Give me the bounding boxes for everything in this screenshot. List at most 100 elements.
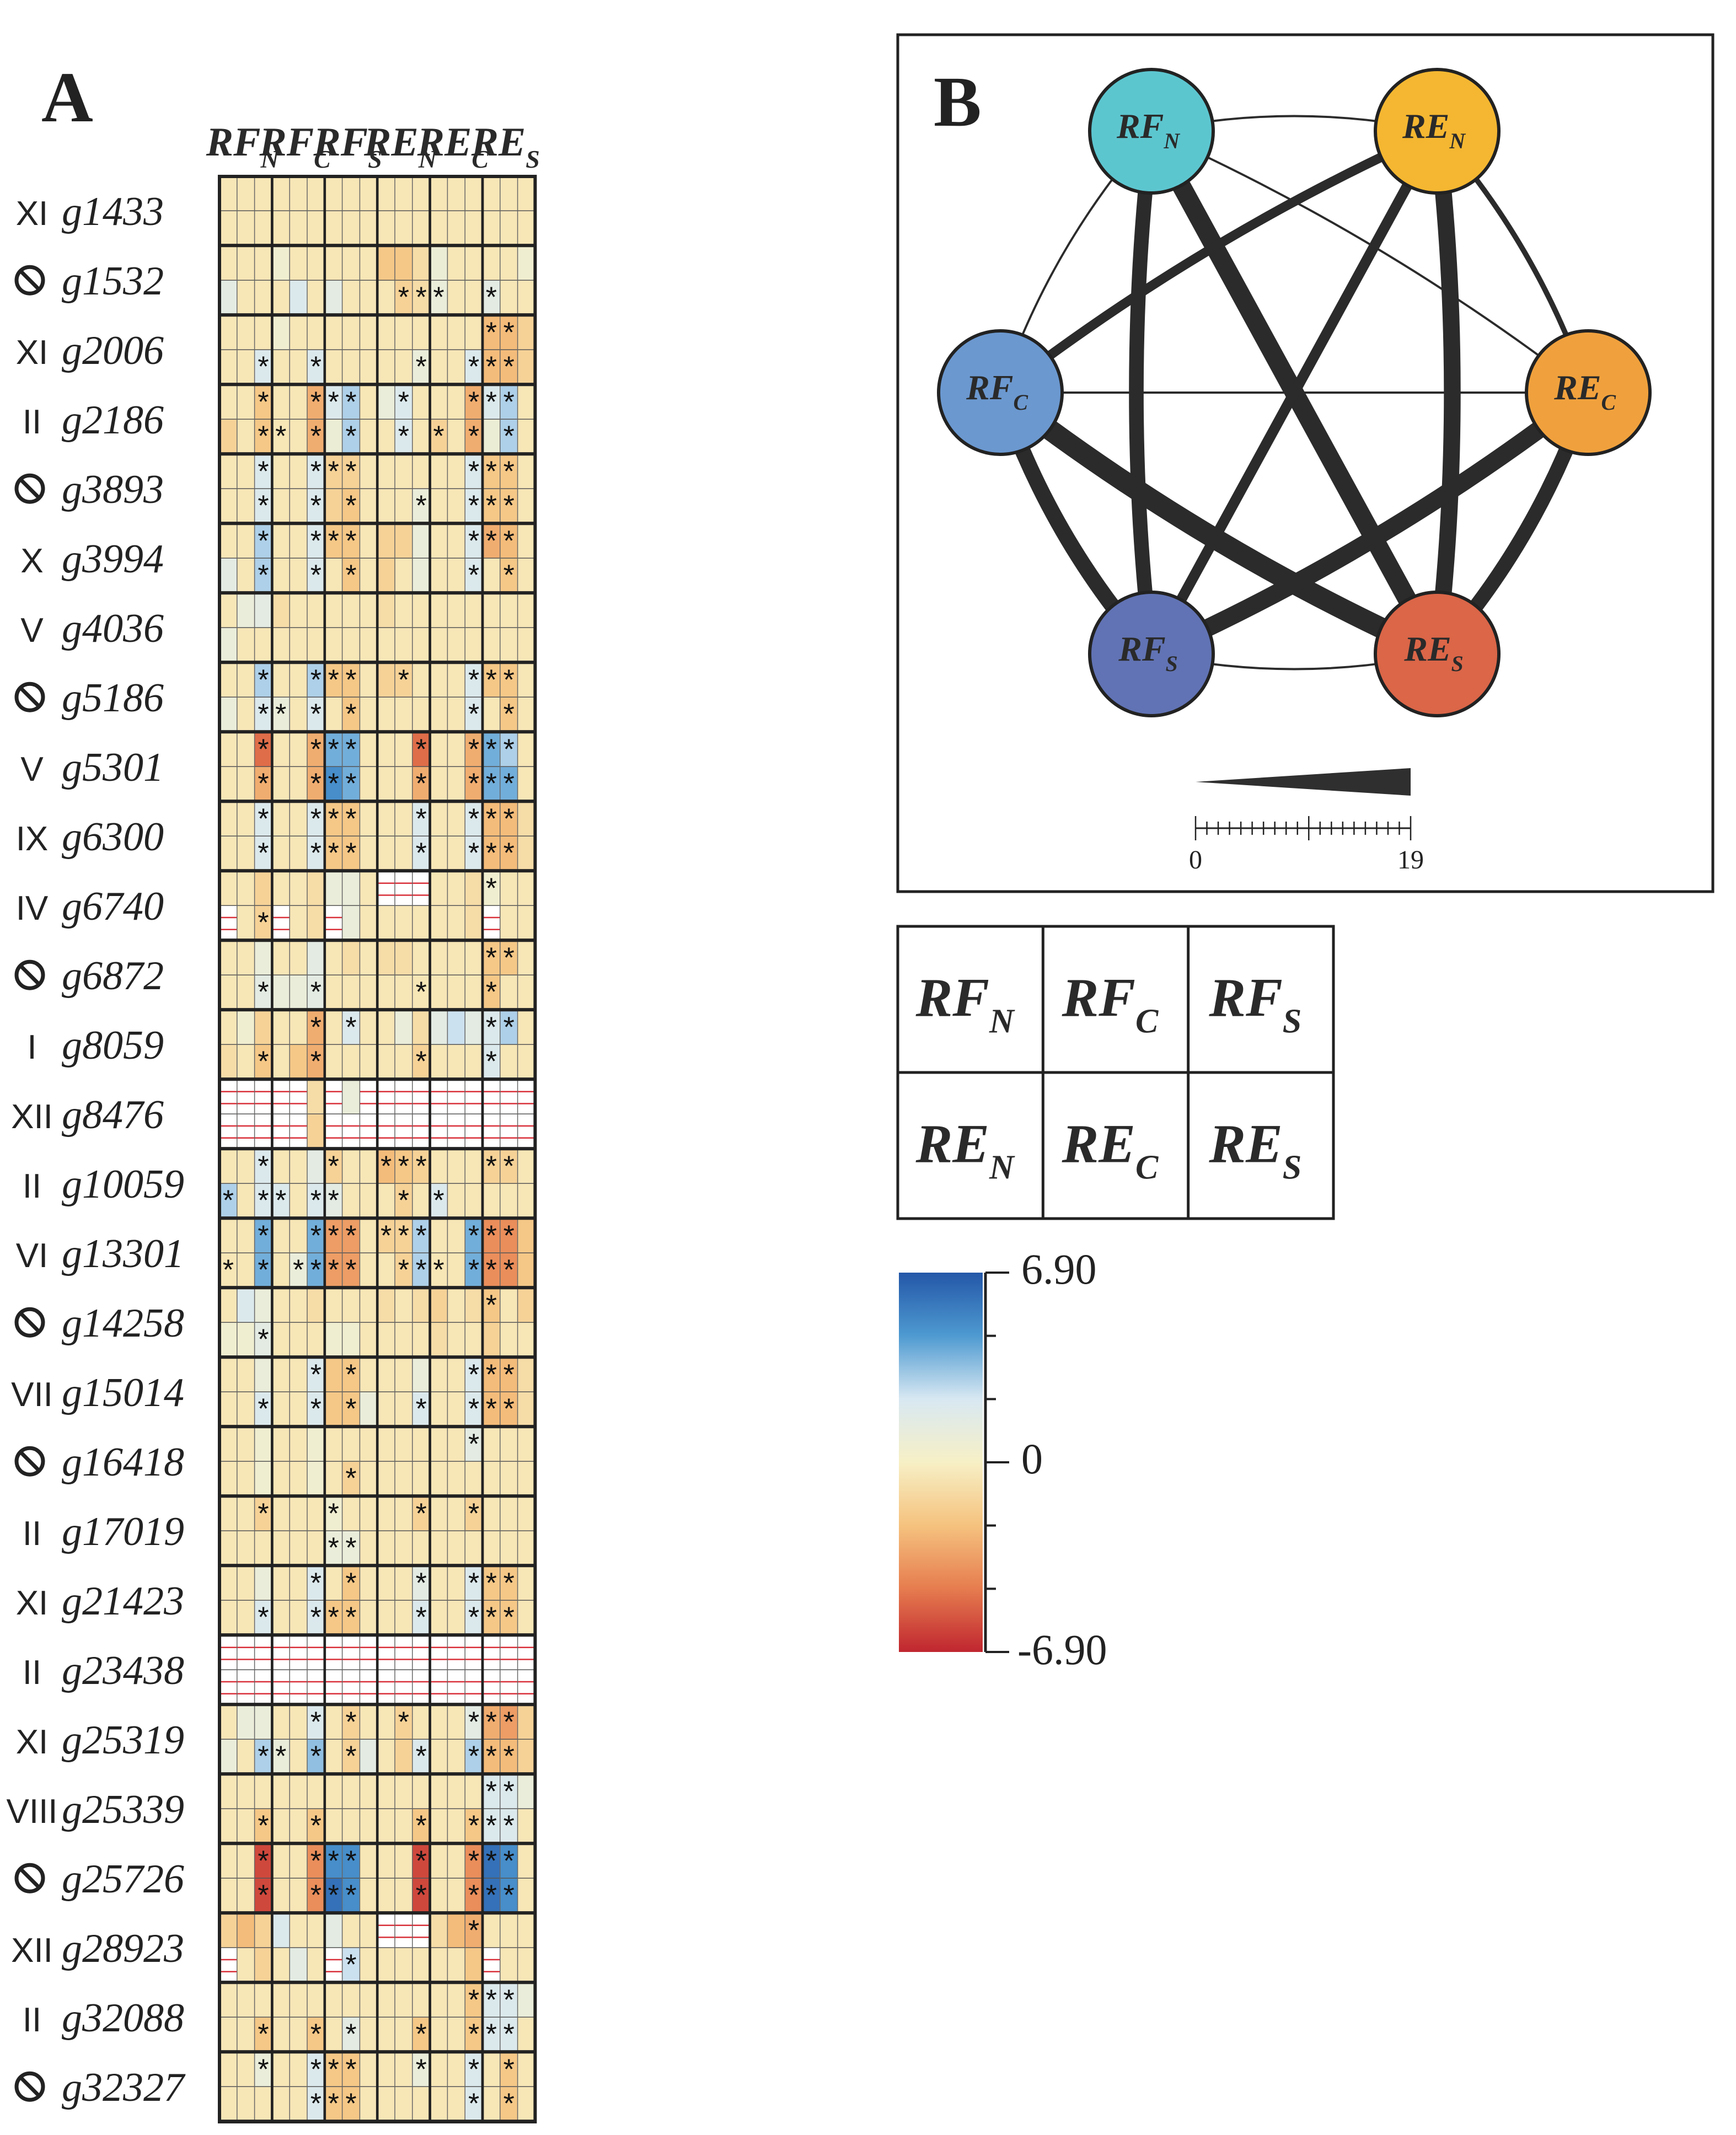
heatmap-cell [377,732,395,767]
heatmap-cell [360,627,378,662]
gene-label: g5186 [62,675,164,721]
heatmap-cell [324,1392,342,1426]
heatmap-cell [483,871,500,906]
heatmap-cell [483,1288,500,1323]
heatmap-cell [272,2017,290,2052]
heatmap-cell [395,558,412,593]
heatmap-cell [483,176,500,211]
heatmap-cell [360,1358,378,1392]
panel-a-label: A [41,58,93,137]
heatmap-cell [360,1149,378,1184]
significance-star: * [416,490,427,522]
heatmap-cell [254,871,272,906]
heatmap-cell [377,1844,395,1879]
heatmap-cell [272,1983,290,2018]
node-circle [1374,591,1501,717]
heatmap-cell [360,558,378,593]
heatmap-cell [430,280,448,315]
heatmap-cell [465,766,483,801]
heatmap-cell [272,871,290,906]
heatmap-cell [465,1219,483,1253]
heatmap-cell [412,1739,430,1774]
significance-star: * [258,1498,269,1530]
heatmap-cell [412,1844,430,1879]
heatmap-cell [290,1461,307,1496]
heatmap-cell [465,697,483,732]
heatmap-cell [430,558,448,593]
heatmap-cell [307,1253,325,1288]
heatmap-cell [307,836,325,871]
heatmap-cell [517,766,535,801]
node-label-main: RF [1116,106,1164,146]
heatmap-cell [237,1705,255,1740]
heatmap-cell [219,1983,237,2018]
significance-star: * [503,1220,515,1252]
heatmap-cell [360,2052,378,2087]
heatmap-cell-missing [360,1635,378,1670]
heatmap-cell [412,350,430,384]
significance-star: * [416,282,427,314]
significance-star: * [258,1185,269,1217]
significance-star: * [433,1185,444,1217]
heatmap-cell [307,871,325,906]
heatmap-cell [517,732,535,767]
no-chromosome-icon [14,473,45,504]
heatmap-cell [254,350,272,384]
heatmap-cell-missing [377,1913,395,1948]
heatmap-cell [360,836,378,871]
heatmap-cell [447,871,465,906]
heatmap-cell-missing [254,1114,272,1149]
heatmap-cell-missing [342,1670,360,1704]
heatmap-cell [500,1322,518,1357]
heatmap-cell [342,1844,360,1879]
heatmap-cell [237,1358,255,1392]
significance-star: * [486,768,497,800]
heatmap-cell-missing [307,1635,325,1670]
heatmap-cell [430,732,448,767]
heatmap-cell [342,1392,360,1426]
heatmap-cell [324,280,342,315]
significance-star: * [503,456,515,488]
heatmap-cell [307,593,325,628]
significance-star: * [468,1393,479,1425]
heatmap-cell [219,1774,237,1809]
heatmap-cell [430,1705,448,1740]
heatmap-cell [395,1183,412,1218]
column-header-main: RE [417,120,472,165]
significance-star: * [468,1602,479,1634]
heatmap-cell [360,211,378,245]
heatmap-cell [500,1531,518,1565]
significance-star: * [416,768,427,800]
significance-star: * [310,1046,322,1078]
heatmap-cell-missing [412,1635,430,1670]
heatmap-cell [517,802,535,836]
significance-star: * [416,1741,427,1773]
heatmap-cell [342,1600,360,1635]
heatmap-cell [395,1149,412,1184]
heatmap-cell [219,802,237,836]
heatmap-cell [430,2086,448,2121]
heatmap-cell [237,697,255,732]
significance-star: * [468,1498,479,1530]
heatmap-cell [430,211,448,245]
significance-star: * [398,421,409,453]
heatmap-cell [254,1149,272,1184]
heatmap-cell-missing [395,1670,412,1704]
significance-star: * [310,699,322,731]
significance-star: * [258,768,269,800]
heatmap-cell [447,593,465,628]
heatmap-cell [360,663,378,698]
heatmap-cell [483,1219,500,1253]
heatmap-cell [360,1461,378,1496]
heatmap-cell [272,385,290,420]
heatmap-cell [500,975,518,1010]
heatmap-cell [447,1288,465,1323]
heatmap-cell-missing [290,1114,307,1149]
heatmap-cell [272,280,290,315]
significance-star: * [345,1359,356,1391]
heatmap-cell [237,489,255,523]
heatmap-cell [272,2086,290,2121]
heatmap-cell [377,1600,395,1635]
heatmap-cell [465,732,483,767]
significance-star: * [486,838,497,870]
